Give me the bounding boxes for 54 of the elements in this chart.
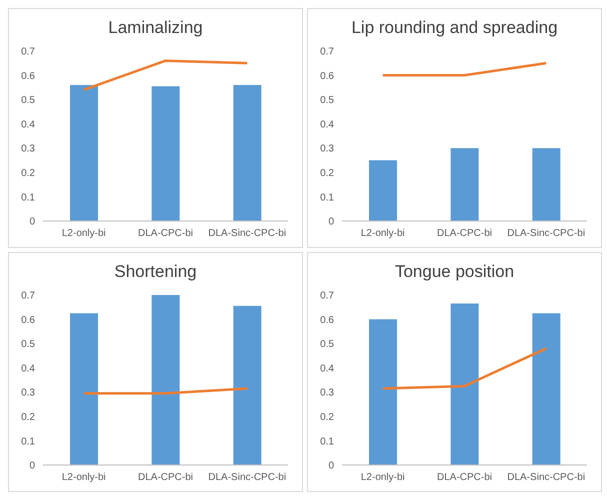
x-tick-label: DLA-CPC-bi [436, 472, 492, 484]
bar [233, 306, 262, 465]
y-tick-label: 0.3 [320, 388, 334, 399]
y-tick-label: 0 [328, 216, 334, 228]
x-tick-label: DLA-CPC-bi [436, 228, 492, 240]
bar [70, 313, 98, 465]
x-tick-label: DLA-Sinc-CPC-bi [208, 228, 286, 240]
x-tick-label: L2-only-bi [62, 472, 106, 484]
bar [532, 313, 560, 465]
y-tick-label: 0.7 [21, 290, 36, 302]
y-tick-label: 0 [29, 216, 36, 228]
x-tick-label: L2-only-bi [62, 228, 106, 240]
y-tick-label: 0.6 [320, 314, 334, 326]
y-tick-label: 0.7 [21, 46, 36, 58]
y-tick-label: 0 [29, 460, 36, 472]
x-tick-label: DLA-Sinc-CPC-bi [208, 472, 286, 484]
y-tick-label: 0.4 [21, 119, 36, 130]
y-tick-label: 0.1 [21, 436, 36, 448]
x-tick-label: DLA-Sinc-CPC-bi [507, 472, 586, 484]
y-tick-label: 0.1 [320, 192, 334, 204]
y-tick-label: 0.3 [320, 144, 334, 155]
x-tick-label: DLA-CPC-bi [138, 472, 194, 484]
y-tick-label: 0.6 [21, 70, 36, 82]
y-tick-label: 0.4 [21, 363, 36, 374]
y-tick-label: 0.1 [320, 436, 334, 448]
x-tick-label: DLA-CPC-bi [138, 228, 194, 240]
y-tick-label: 0.4 [320, 363, 334, 374]
y-tick-label: 0.5 [21, 339, 36, 350]
x-tick-label: L2-only-bi [360, 228, 405, 240]
bar [450, 304, 479, 465]
x-tick-label: DLA-Sinc-CPC-bi [507, 228, 586, 240]
y-tick-label: 0.7 [320, 290, 334, 302]
y-tick-label: 0.2 [21, 168, 36, 179]
chart-title: Shortening [113, 261, 198, 283]
x-tick-label: L2-only-bi [360, 472, 405, 484]
y-tick-label: 0.6 [320, 70, 334, 82]
y-tick-label: 0.3 [21, 388, 36, 399]
y-tick-label: 0.6 [21, 314, 36, 326]
chart-title: Laminalizing [107, 17, 204, 39]
bar [369, 319, 397, 465]
y-tick-label: 0.1 [21, 192, 36, 204]
y-tick-label: 0.5 [320, 95, 334, 106]
y-tick-label: 0.4 [320, 119, 334, 130]
y-tick-label: 0.3 [21, 144, 36, 155]
chart-title: Lip rounding and spreading [350, 17, 559, 39]
chart-title: Tongue position [394, 261, 516, 283]
bar [152, 295, 180, 465]
y-tick-label: 0.5 [21, 95, 36, 106]
y-tick-label: 0.5 [320, 339, 334, 350]
y-tick-label: 0.7 [320, 46, 334, 58]
y-tick-label: 0.2 [320, 168, 334, 179]
y-tick-label: 0 [328, 460, 334, 472]
y-tick-label: 0.2 [320, 412, 334, 423]
y-tick-label: 0.2 [21, 412, 36, 423]
